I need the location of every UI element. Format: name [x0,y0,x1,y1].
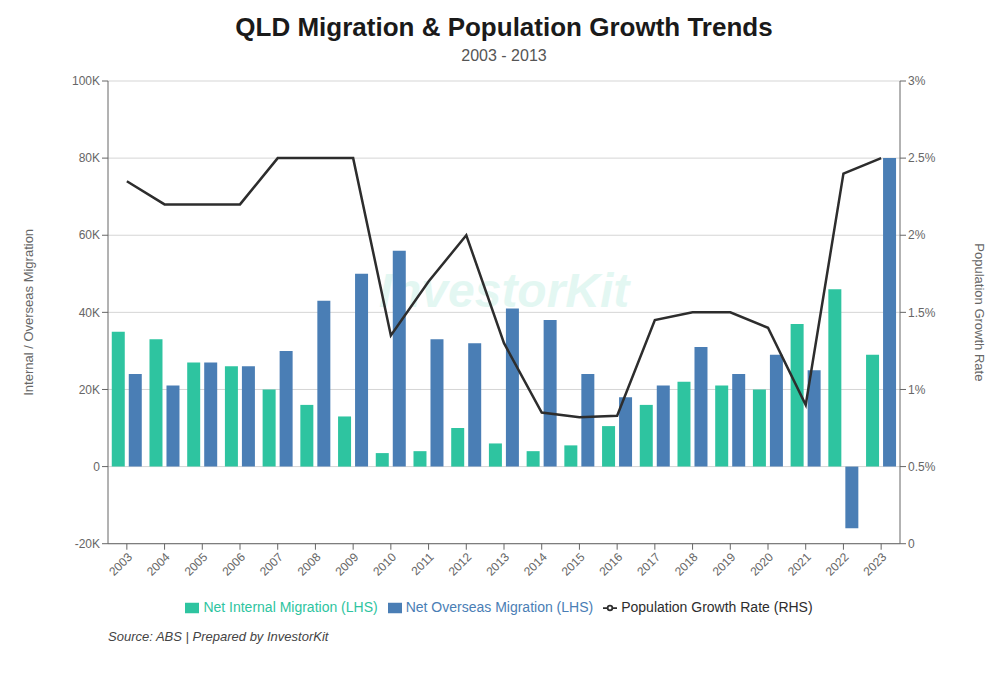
svg-text:2008: 2008 [295,550,324,579]
svg-text:2012: 2012 [446,550,475,579]
svg-text:2019: 2019 [710,550,739,579]
svg-text:2014: 2014 [521,550,550,579]
svg-text:60K: 60K [79,228,100,242]
svg-text:2%: 2% [908,228,926,242]
html-text:QLD Migration & Population Gro: QLD Migration & Population Growth Trends [235,12,773,42]
svg-text:2017: 2017 [634,550,663,579]
svg-text:2016: 2016 [597,550,626,579]
svg-text:0: 0 [93,460,100,474]
html-text:Net Internal Migration (LHS): Net Internal Migration (LHS) [203,598,378,615]
svg-text:2023: 2023 [861,550,890,579]
svg-text:2021: 2021 [785,550,814,579]
svg-text:2003: 2003 [106,550,135,579]
svg-text:2006: 2006 [219,550,248,579]
svg-text:2018: 2018 [672,550,701,579]
svg-text:2007: 2007 [257,550,286,579]
html-text:2003 - 2013: 2003 - 2013 [461,47,547,64]
html-text:Net Overseas Migration (LHS): Net Overseas Migration (LHS) [405,598,594,615]
svg-text:100K: 100K [72,74,100,88]
svg-text:0: 0 [908,537,915,551]
html-text:Population Growth Rate (RHS): Population Growth Rate (RHS) [621,598,813,615]
svg-text:2010: 2010 [370,550,399,579]
svg-text:3%: 3% [908,74,926,88]
svg-text:2.5%: 2.5% [908,151,936,165]
svg-text:2004: 2004 [144,550,173,579]
svg-text:2015: 2015 [559,550,588,579]
svg-text:40K: 40K [79,306,100,320]
html-text:InvestorKit: InvestorKit [378,263,630,317]
svg-text:Population Growth Rate: Population Growth Rate [972,243,987,381]
svg-text:2020: 2020 [747,550,776,579]
svg-text:0.5%: 0.5% [908,460,936,474]
svg-text:20K: 20K [79,383,100,397]
html-text:Source: ABS | Prepared by Inve: Source: ABS | Prepared by InvestorKit [108,629,329,644]
svg-text:2009: 2009 [333,550,362,579]
svg-text:2022: 2022 [823,550,852,579]
svg-text:2011: 2011 [409,550,437,578]
svg-text:1%: 1% [908,383,926,397]
svg-text:2013: 2013 [483,550,512,579]
svg-text:2005: 2005 [182,550,211,579]
svg-text:Internal / Overseas Migration: Internal / Overseas Migration [21,229,36,396]
svg-text:80K: 80K [79,151,100,165]
svg-text:1.5%: 1.5% [908,306,936,320]
svg-text:-20K: -20K [75,537,100,551]
